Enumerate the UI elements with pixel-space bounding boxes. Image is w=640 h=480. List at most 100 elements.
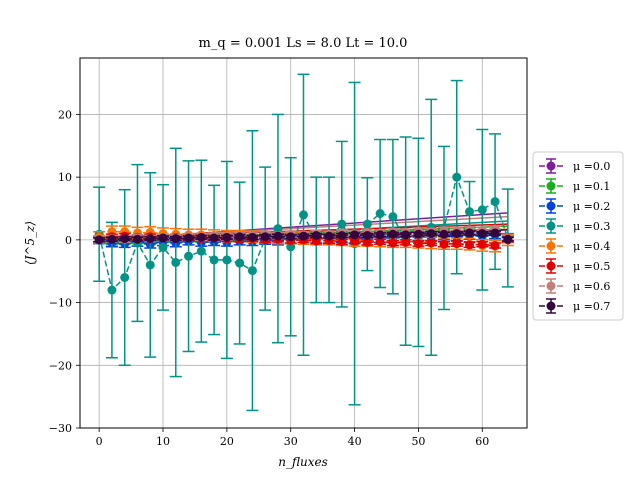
y-tick-label: 0 — [65, 234, 72, 247]
data-point — [388, 212, 398, 222]
data-point — [196, 246, 206, 256]
data-point — [107, 285, 117, 295]
y-tick-label: −10 — [49, 297, 72, 310]
data-point — [503, 234, 513, 244]
legend-label: μ =0.4 — [573, 240, 610, 253]
data-point — [273, 231, 283, 241]
data-point — [222, 255, 232, 265]
data-point — [299, 210, 308, 220]
data-point — [184, 233, 194, 243]
x-tick-label: 40 — [348, 435, 362, 448]
y-tick-label: 20 — [58, 108, 72, 121]
x-tick-label: 10 — [156, 435, 170, 448]
data-point — [145, 234, 155, 244]
data-point — [362, 219, 372, 229]
chart-title: m_q = 0.001 Ls = 8.0 Lt = 10.0 — [199, 36, 408, 51]
data-point — [158, 242, 168, 252]
data-point — [324, 231, 334, 241]
legend-label: μ =0.3 — [573, 220, 610, 233]
legend-item: μ =0.5 — [539, 258, 610, 274]
data-point — [426, 238, 436, 248]
legend-label: μ =0.7 — [573, 300, 610, 313]
data-point — [490, 241, 500, 251]
axis-ticks: 0 10 20 30 40 50 60 −30 −20 −10 0 10 20 — [49, 108, 490, 448]
data-point — [465, 228, 475, 238]
data-point — [273, 224, 283, 234]
legend-marker — [546, 281, 556, 291]
data-point — [401, 230, 411, 240]
legend-item: μ =0.7 — [539, 298, 610, 314]
legend-item: μ =0.6 — [539, 278, 610, 294]
x-tick-label: 0 — [96, 435, 103, 448]
data-point — [477, 239, 487, 249]
data-point — [299, 231, 308, 241]
data-point — [362, 230, 372, 240]
data-point — [375, 230, 385, 240]
legend: μ =0.0 μ =0.1 μ =0.2 μ =0.3 μ =0.4 μ =0.5 μ =0… — [532, 151, 624, 321]
data-point — [477, 205, 487, 215]
data-point — [477, 229, 487, 239]
data-point — [413, 229, 423, 239]
legend-marker — [546, 241, 556, 251]
data-point — [209, 255, 219, 265]
legend-label: μ =0.5 — [573, 260, 610, 273]
y-tick-label: 10 — [58, 171, 72, 184]
legend-label: μ =0.6 — [573, 280, 610, 293]
data-point — [401, 237, 411, 247]
y-tick-label: −20 — [49, 359, 72, 372]
legend-item: μ =0.0 — [539, 158, 610, 174]
data-point — [452, 172, 462, 182]
data-point — [196, 232, 206, 242]
data-point — [452, 229, 462, 239]
data-point — [120, 234, 130, 244]
legend-marker — [546, 221, 556, 231]
legend-item: μ =0.4 — [539, 238, 610, 254]
data-point — [247, 232, 257, 242]
data-point — [388, 229, 398, 239]
data-point — [465, 240, 475, 250]
data-point — [465, 207, 475, 217]
data-point — [350, 236, 360, 246]
data-point — [94, 235, 104, 245]
x-tick-label: 20 — [220, 435, 234, 448]
data-point — [260, 232, 270, 242]
x-axis-label: n_fluxes — [278, 455, 328, 469]
data-point — [120, 272, 130, 282]
data-point — [286, 232, 296, 242]
data-point — [362, 237, 372, 247]
legend-label: μ =0.1 — [573, 180, 610, 193]
data-point — [132, 234, 142, 244]
data-point — [452, 239, 462, 249]
data-point — [337, 219, 347, 229]
data-point — [337, 237, 347, 247]
data-point — [184, 251, 194, 261]
legend-item: μ =0.1 — [539, 178, 610, 194]
data-point — [490, 228, 500, 238]
data-point — [158, 233, 168, 243]
data-point — [426, 229, 436, 239]
y-axis-label: ⟨J^5_z⟩ — [23, 221, 37, 265]
legend-marker — [546, 181, 556, 191]
legend-frame — [532, 151, 624, 321]
data-series — [93, 73, 514, 412]
data-point — [145, 260, 155, 270]
data-point — [171, 234, 181, 244]
legend-marker — [546, 161, 556, 171]
legend-label: μ =0.2 — [573, 200, 610, 213]
data-point — [350, 230, 360, 240]
legend-label: μ =0.0 — [573, 160, 610, 173]
data-point — [439, 239, 449, 249]
data-point — [311, 230, 321, 240]
data-point — [222, 232, 232, 242]
data-point — [375, 209, 385, 219]
data-point — [286, 242, 296, 252]
data-point — [375, 237, 385, 247]
legend-marker — [546, 201, 556, 211]
data-point — [413, 239, 423, 249]
y-tick-label: −30 — [49, 422, 72, 435]
data-point — [337, 230, 347, 240]
data-point — [490, 197, 500, 207]
x-tick-label: 30 — [284, 435, 298, 448]
plot-area-frame — [79, 57, 528, 429]
data-point — [247, 266, 257, 276]
